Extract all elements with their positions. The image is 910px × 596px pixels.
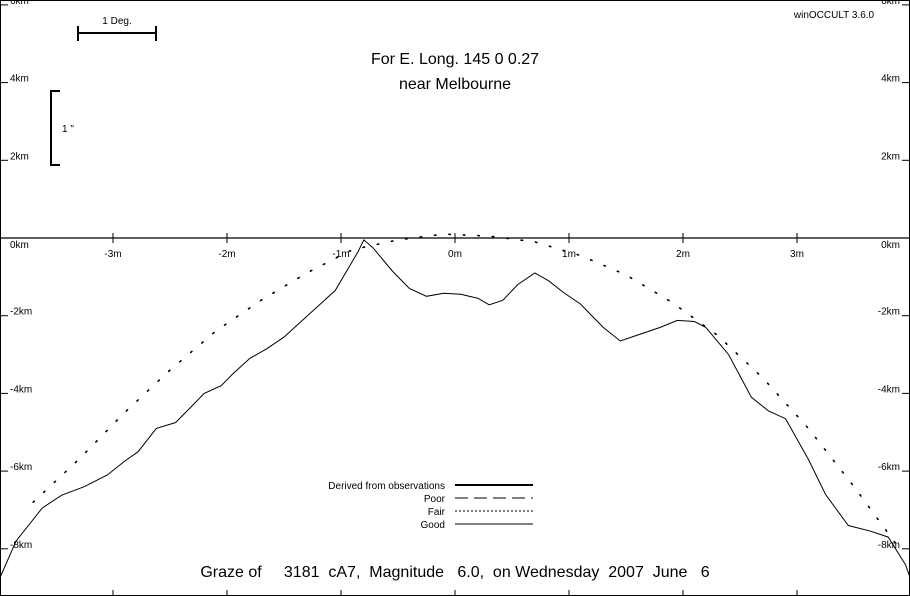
x-tick-label: 2m (676, 249, 690, 260)
x-tick-label: -3m (104, 249, 121, 260)
y-tick-label-left: -4km (10, 384, 32, 395)
header-line-1: For E. Long. 145 0 0.27 (371, 51, 539, 68)
legend-label-solid: Good (421, 520, 445, 531)
x-tick-label: -2m (218, 249, 235, 260)
legend-label-dashed: Poor (424, 494, 446, 505)
footer-caption: Graze of 3181 cA7, Magnitude 6.0, on Wed… (200, 564, 709, 581)
y-tick-label-left: -6km (10, 462, 32, 473)
legend: Derived from observations Poor Fair Good (328, 481, 533, 531)
y-tick-label-right: -2km (878, 307, 900, 318)
y-tick-label-right: 2km (881, 151, 900, 162)
app-label: winOCCULT 3.6.0 (793, 10, 875, 21)
y-tick-label-right: 4km (881, 74, 900, 85)
legend-label-thick: Derived from observations (328, 481, 445, 492)
y-tick-label-right: -8km (878, 540, 900, 551)
scale-bar-arcsec: 1 " (50, 90, 74, 166)
scale-bar-degree: 1 Deg. (77, 16, 157, 41)
y-tick-label-left: -2km (10, 307, 32, 318)
x-tick-label: -1m (332, 249, 349, 260)
series-layer (0, 233, 910, 579)
x-tick-label: 1m (562, 249, 576, 260)
y-tick-label-left: 6km (10, 0, 29, 7)
legend-label-dotted: Fair (428, 507, 446, 518)
y-tick-label-left: 0km (10, 240, 29, 251)
scale-degree-label: 1 Deg. (102, 16, 131, 27)
y-tick-label-right: 0km (881, 240, 900, 251)
x-tick-label: 0m (448, 249, 462, 260)
y-tick-label-right: -6km (878, 462, 900, 473)
y-tick-label-right: 6km (881, 0, 900, 7)
y-tick-label-left: 2km (10, 151, 29, 162)
x-tick-label: 3m (790, 249, 804, 260)
series-line-solid (0, 239, 910, 579)
y-tick-label-right: -4km (878, 384, 900, 395)
y-tick-label-left: 4km (10, 74, 29, 85)
y-tick-label-left: -8km (10, 540, 32, 551)
header-line-2: near Melbourne (399, 76, 511, 93)
scale-arcsec-label: 1 " (62, 124, 74, 135)
